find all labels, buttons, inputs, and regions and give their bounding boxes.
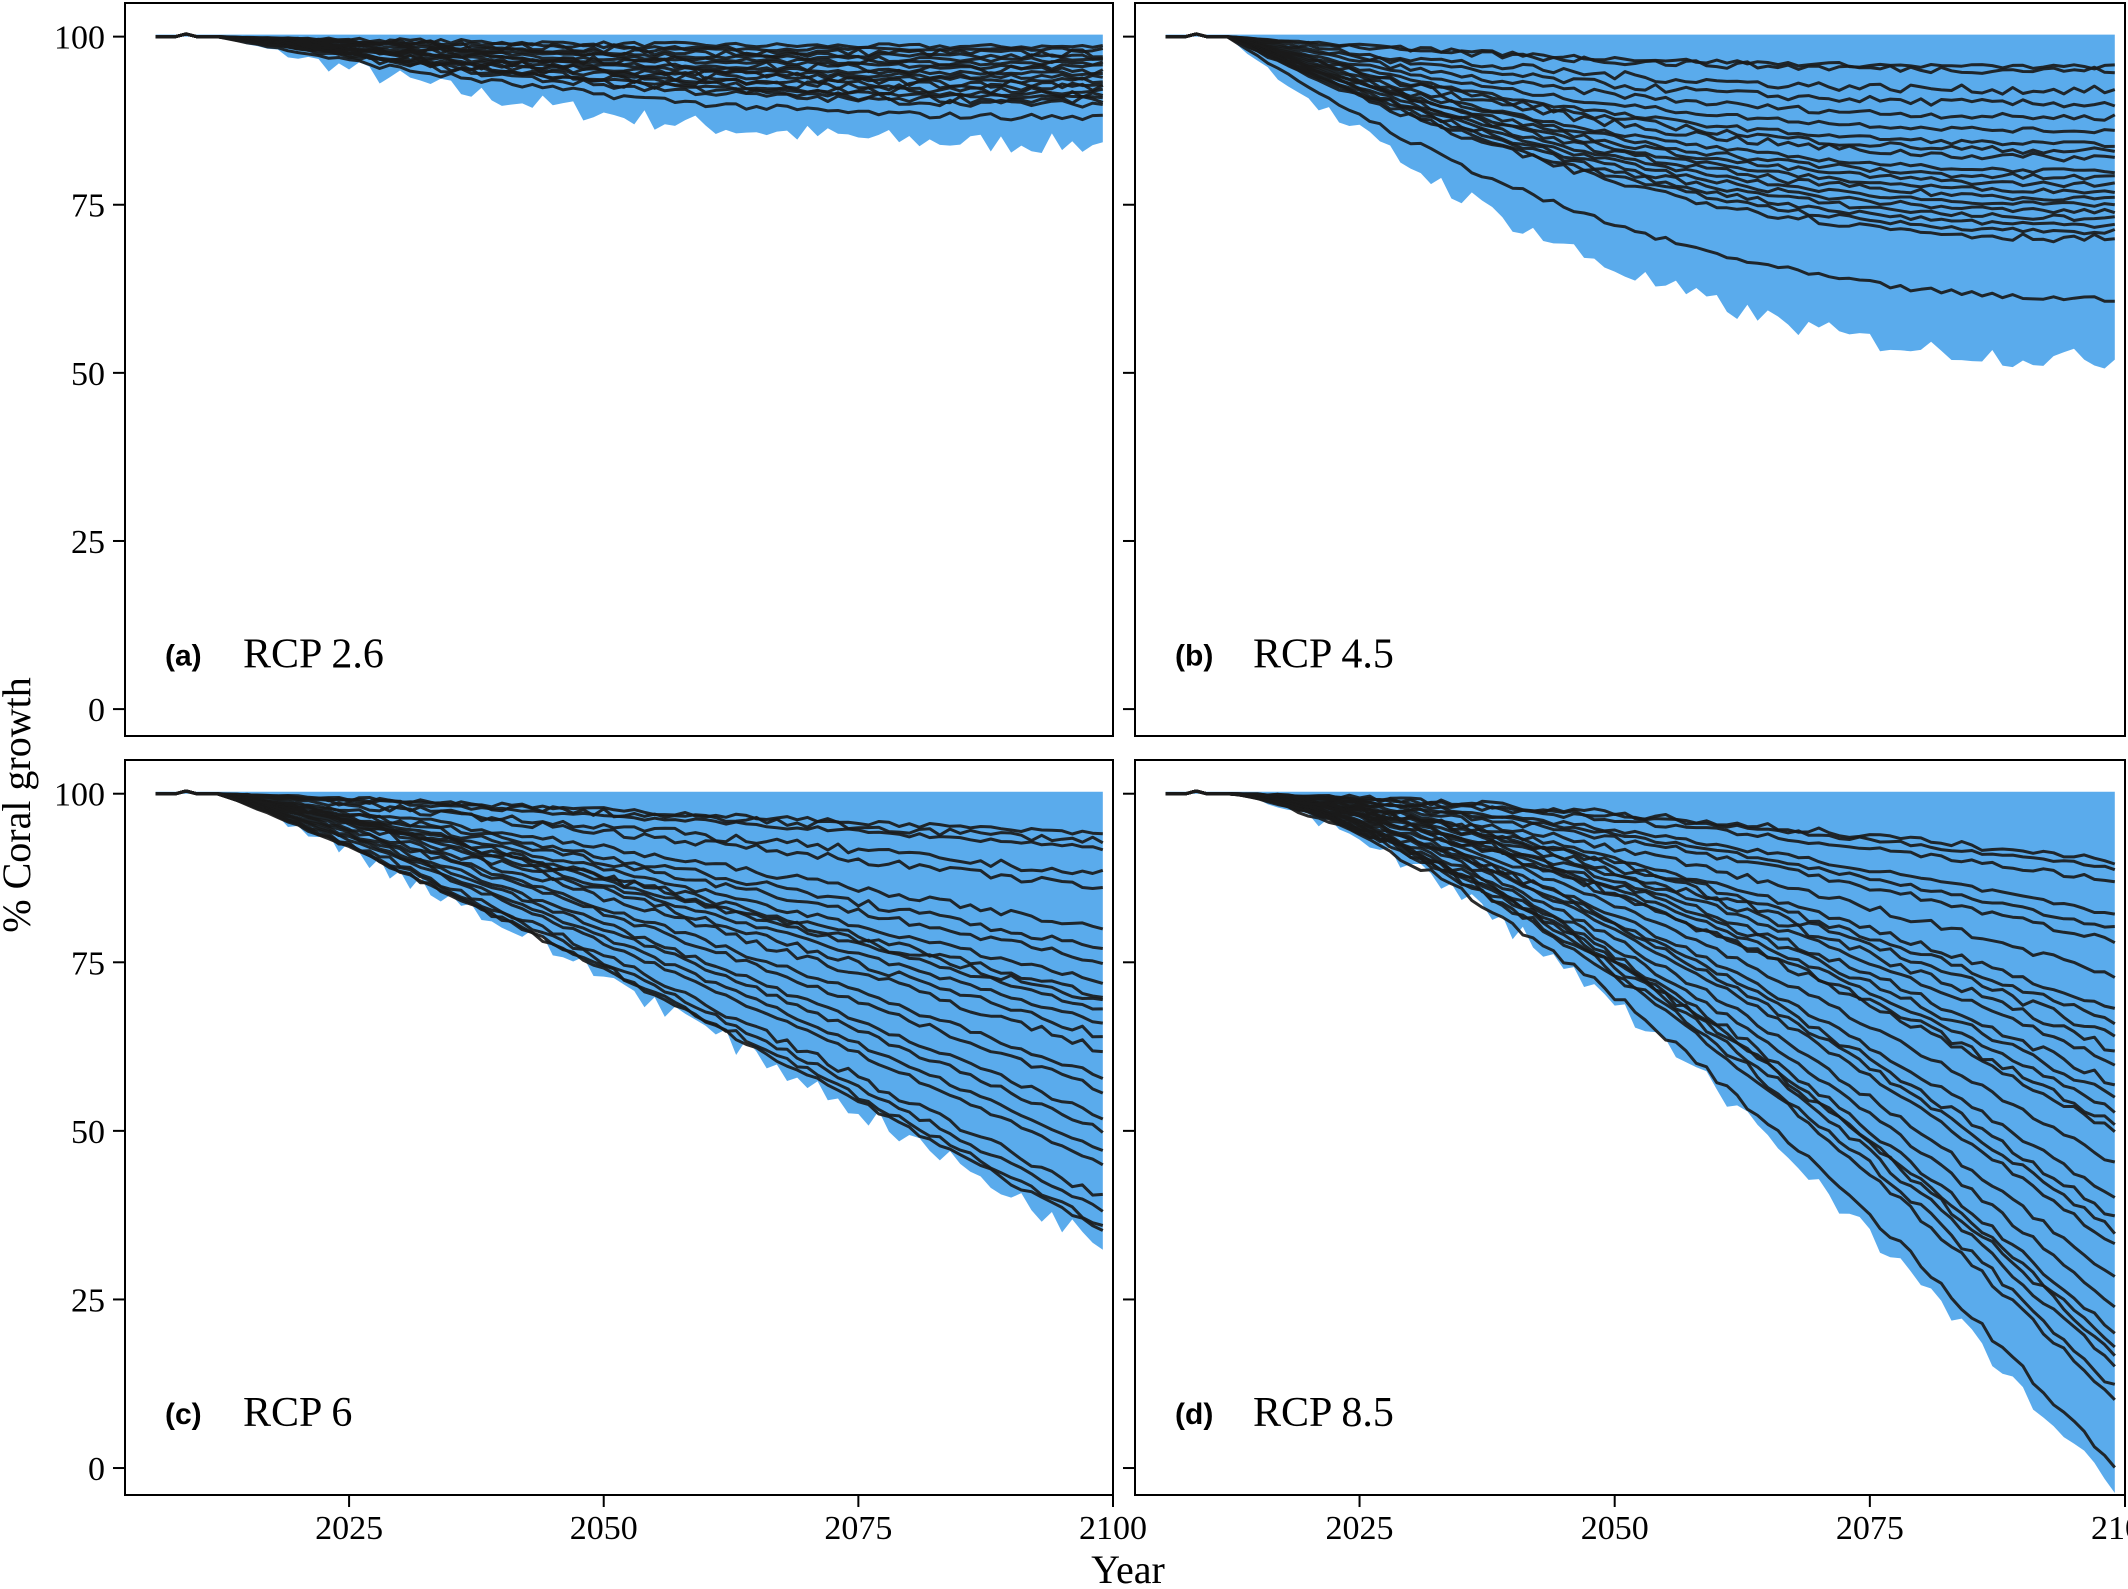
series-line [1165,32,2115,135]
x-tick-label: 2075 [824,1510,892,1547]
x-tick-label: 2050 [570,1510,638,1547]
uncertainty-band [155,791,1103,1250]
series-line [1165,789,2116,1401]
panel-1: 0 25 50 75 100 (a) RCP 2.6 [54,2,1114,737]
series-line [1165,32,2116,215]
y-tick-label: 0 [88,692,105,729]
x-tick-label: 2100 [1079,1510,1147,1547]
series-line [155,789,1104,1121]
plot-area [155,32,1104,154]
panel-tag: (a) [165,639,202,672]
panel-frame [124,2,1114,737]
series-line [155,789,1103,1039]
y-tick-label: 100 [54,20,105,57]
panel-frame [124,759,1114,1496]
panel-frame [1134,2,2126,737]
series-line [155,789,1103,890]
x-tick-label: 2075 [1836,1510,1904,1547]
plot-area [1165,32,2116,369]
y-tick-label: 75 [71,945,105,982]
series-line [155,789,1104,876]
series-line [155,32,1103,85]
x-tick-label: 2025 [1326,1510,1394,1547]
series-line [1165,789,2116,979]
series-line [155,789,1104,1134]
series-line [1165,32,2115,181]
panel-tag: (d) [1175,1398,1213,1431]
x-tick-label: 2100 [2091,1510,2128,1547]
series-line [1165,32,2116,122]
series-line [155,789,1104,1232]
y-tick-label: 50 [71,1114,105,1151]
series-line [1165,32,2115,244]
plot-area [1165,789,2116,1494]
series-line [155,32,1104,109]
panels-group: 0 25 50 75 100 (a) RCP 2.6 (b) RCP 4.5 0 25 50 75 100… [54,2,2128,1547]
series-line [155,789,1104,1095]
panel-3: 0 25 50 75 100 2025 2050 2075 2100 (c) RCP 6 [54,759,1147,1547]
series-line [1165,789,2116,1386]
panel-scenario-label: RCP 4.5 [1253,631,1394,677]
y-axis-title: % Coral growth [0,677,39,933]
series-line [155,789,1104,1167]
series-line [155,789,1103,1054]
panel-tag: (b) [1175,639,1213,672]
series-line [155,32,1103,122]
x-axis-title: Year [1091,1547,1165,1589]
y-tick-label: 100 [54,777,105,814]
panel-tag: (c) [165,1398,202,1431]
y-tick-label: 25 [71,1282,105,1319]
series-line [1165,32,2115,303]
series-line [1165,32,2115,163]
y-tick-label: 50 [71,356,105,393]
plot-area [155,789,1104,1250]
panel-2: (b) RCP 4.5 [1123,2,2126,737]
series-line [1165,789,2116,1133]
series-line [1165,789,2116,1164]
series-line [155,789,1104,1213]
uncertainty-band [1165,34,2115,369]
panel-scenario-label: RCP 2.6 [243,631,384,677]
series-line [1165,789,2116,1469]
panel-scenario-label: RCP 8.5 [1253,1390,1394,1436]
panel-4: 2025 2050 2075 2100 (d) RCP 8.5 [1123,759,2128,1547]
series-line [1165,32,2115,71]
series-line [1165,789,2116,1099]
series-line [1165,32,2115,75]
panel-scenario-label: RCP 6 [243,1390,352,1436]
series-line [1165,789,2116,1218]
series-line [1165,32,2116,236]
panel-frame [1134,759,2126,1496]
series-line [1165,32,2116,195]
series-line [1165,32,2116,229]
series-line [1165,32,2116,96]
y-tick-label: 75 [71,188,105,225]
series-line [155,789,1104,931]
y-tick-label: 25 [71,524,105,561]
series-line [1165,789,2116,945]
x-tick-label: 2050 [1581,1510,1649,1547]
x-tick-label: 2025 [315,1510,383,1547]
y-tick-label: 0 [88,1451,105,1488]
series-line [1165,32,2116,189]
